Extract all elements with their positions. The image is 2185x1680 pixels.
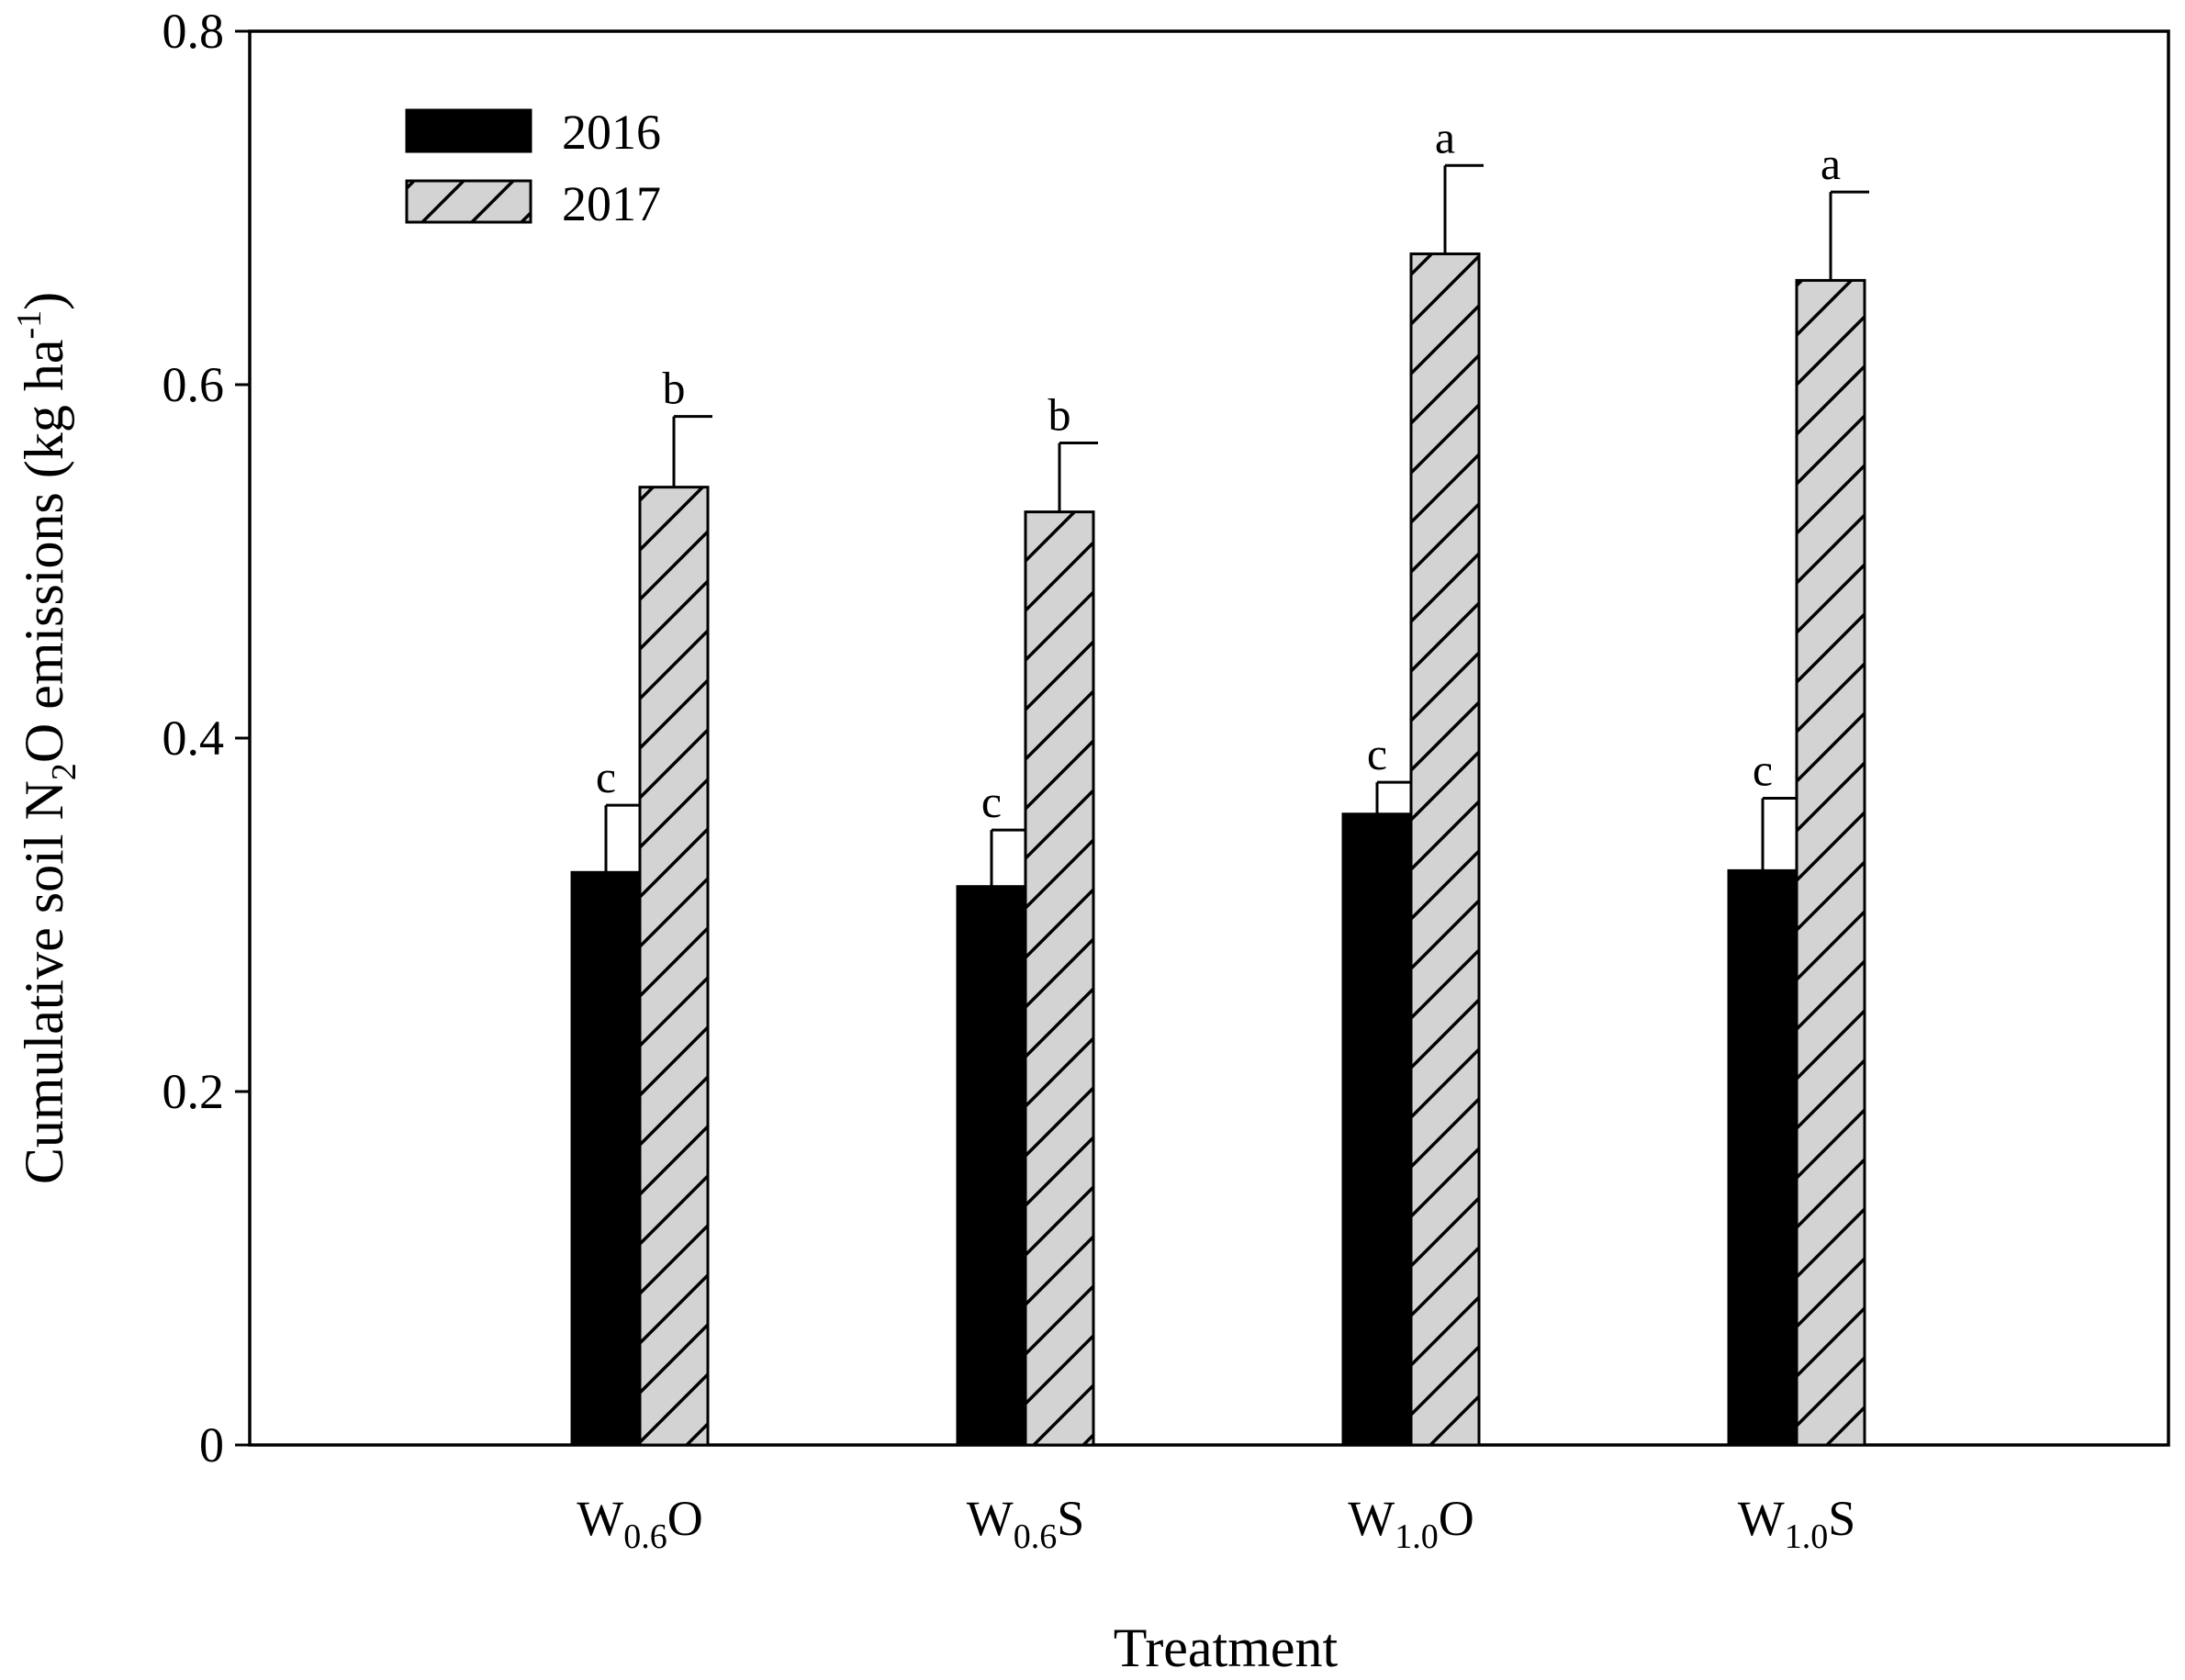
y-tick-label: 0 (199, 1417, 224, 1473)
x-axis-title: Treatment (1114, 1618, 1339, 1678)
significance-letter-2017-3: a (1821, 138, 1841, 189)
significance-letter-2017-2: a (1435, 111, 1455, 162)
category-label-1: W0.6S (967, 1491, 1085, 1556)
significance-letter-2017-1: b (1048, 389, 1071, 441)
legend-swatch-2017 (405, 179, 532, 224)
x-axis-labels: W0.6O W0.6S W1.0O W1.0S (577, 1491, 1855, 1556)
significance-letter-2016-1: c (981, 776, 1002, 827)
y-axis: 0 0.2 0.4 0.6 0.8 (162, 4, 250, 1473)
legend-label-2016: 2016 (562, 105, 661, 160)
y-tick-label: 0.4 (162, 711, 225, 766)
significance-letter-2016-2: c (1367, 728, 1387, 779)
significance-letter-2016-3: c (1753, 744, 1773, 795)
significance-letter-2017-0: b (663, 363, 686, 414)
bar-2016-0 (570, 870, 642, 1447)
bar-2016-1 (956, 885, 1027, 1447)
legend: 2016 2017 (405, 105, 661, 231)
significance-letter-2016-0: c (596, 751, 616, 802)
y-tick-label: 0.2 (162, 1064, 225, 1119)
bar-2016-3 (1727, 868, 1798, 1447)
legend-label-2017: 2017 (562, 176, 661, 231)
bar-2017-0 (638, 486, 710, 1447)
y-tick-label: 0.6 (162, 357, 225, 412)
bar-2017-2 (1409, 252, 1481, 1447)
legend-swatch-2016 (405, 108, 532, 153)
category-label-3: W1.0S (1738, 1491, 1856, 1556)
bars-group: c c c c b b a a (570, 111, 1869, 1447)
y-tick-label: 0.8 (162, 4, 225, 59)
y-axis-title: Cumulative soil N2O emissions (kg ha-1) (10, 292, 84, 1184)
bar-2017-3 (1795, 278, 1866, 1447)
category-label-2: W1.0O (1348, 1491, 1473, 1556)
category-label-0: W0.6O (577, 1491, 702, 1556)
plot-area-frame (248, 29, 2170, 1447)
bar-2017-1 (1024, 510, 1095, 1447)
bar-2016-2 (1341, 812, 1413, 1447)
